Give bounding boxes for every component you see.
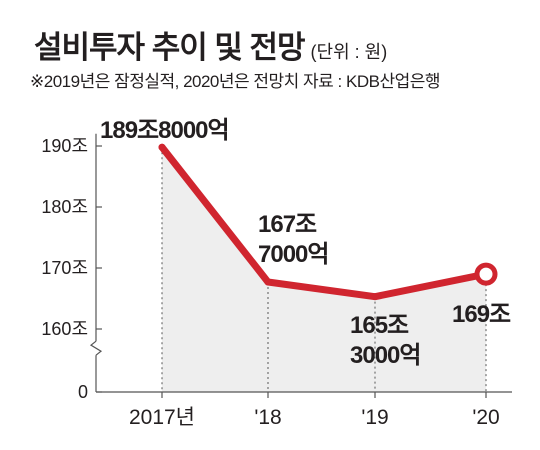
data-point <box>264 278 272 286</box>
area-fill <box>162 147 486 392</box>
y-tick-label: 0 <box>78 382 88 402</box>
unit-label: (단위 : 원) <box>310 42 388 62</box>
data-label: 189조8000억 <box>100 117 229 144</box>
x-tick-label: '20 <box>472 406 499 429</box>
y-tick-label: 170조 <box>41 258 88 278</box>
chart-title: 설비투자 추이 및 전망 <box>34 30 306 65</box>
y-tick-label: 160조 <box>41 319 88 339</box>
data-point <box>371 293 379 301</box>
data-point <box>158 143 166 151</box>
x-tick-label: '18 <box>254 406 281 429</box>
data-label: 169조 <box>452 301 511 328</box>
axis-break <box>89 340 103 356</box>
y-tick-label: 190조 <box>41 136 88 156</box>
source-note: ※2019년은 잠정실적, 2020년은 전망치 자료 : KDB산업은행 <box>30 72 441 91</box>
data-point-highlight <box>474 262 498 286</box>
data-label: 167조 <box>258 211 317 238</box>
x-tick-label: '19 <box>361 406 388 429</box>
data-label: 3000억 <box>350 342 420 369</box>
title-row: 설비투자 추이 및 전망 (단위 : 원) <box>34 22 387 67</box>
x-tick-label: 2017년 <box>129 406 195 429</box>
data-label: 165조 <box>350 312 409 339</box>
y-tick-label: 180조 <box>41 197 88 217</box>
data-label: 7000억 <box>258 241 328 268</box>
series-line <box>158 143 490 301</box>
